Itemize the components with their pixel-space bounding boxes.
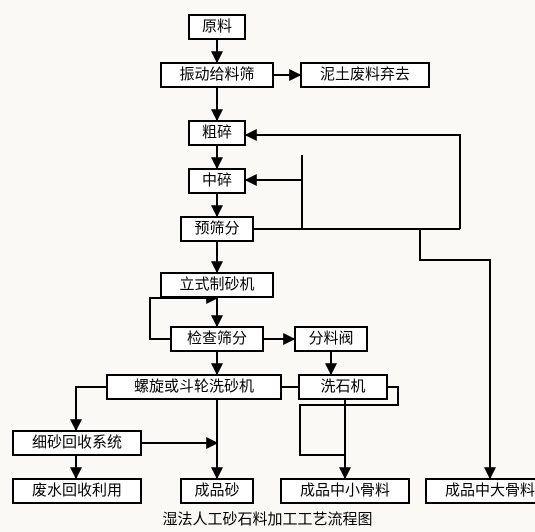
node-n11: 洗石机 [298,374,388,400]
node-n13: 废水回收利用 [12,478,142,504]
caption: 湿法人工砂石料加工工艺流程图 [0,508,535,529]
node-n2: 振动给料筛 [160,62,274,88]
node-n7: 立式制砂机 [160,272,274,298]
node-n6: 预筛分 [180,216,254,242]
node-n10: 螺旋或斗轮洗砂机 [106,374,282,400]
flowchart-canvas: 湿法人工砂石料加工工艺流程图 原料振动给料筛泥土废料弃去粗碎中碎预筛分立式制砂机… [0,0,535,532]
node-n9: 分料阀 [294,326,368,352]
node-n16: 成品中大骨料 [425,478,535,504]
node-n4: 粗碎 [188,120,246,146]
node-n15: 成品中小骨料 [280,478,410,504]
node-n12: 细砂回收系统 [12,430,142,456]
node-n14: 成品砂 [180,478,254,504]
node-n8: 检查筛分 [170,326,264,352]
node-n3: 泥土废料弃去 [300,62,430,88]
node-n1: 原料 [188,14,246,40]
node-n5: 中碎 [188,168,246,194]
